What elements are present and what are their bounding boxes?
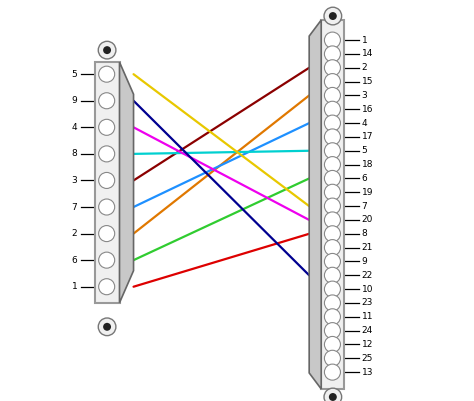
Text: 5: 5 [72,70,77,79]
Circle shape [99,252,115,268]
Text: 8: 8 [362,229,367,238]
Circle shape [324,295,340,311]
Text: 4: 4 [362,119,367,128]
Text: 18: 18 [362,160,373,169]
Circle shape [99,225,115,242]
Text: 22: 22 [362,271,373,280]
Text: 21: 21 [362,243,373,252]
Text: 1: 1 [72,282,77,291]
Text: 10: 10 [362,285,373,294]
Text: 4: 4 [72,123,77,132]
Text: 14: 14 [362,49,373,59]
Text: 16: 16 [362,105,373,114]
Circle shape [324,170,340,186]
Circle shape [329,12,337,20]
Circle shape [99,199,115,215]
Circle shape [324,267,340,283]
Text: 15: 15 [362,77,373,86]
Circle shape [324,32,340,48]
Text: 6: 6 [72,256,77,265]
Text: 11: 11 [362,312,373,321]
Circle shape [324,212,340,228]
Circle shape [99,93,115,109]
Text: 19: 19 [362,188,373,197]
Circle shape [103,46,111,54]
Polygon shape [119,62,134,303]
Polygon shape [309,20,321,389]
Text: 3: 3 [362,91,367,100]
Circle shape [324,101,340,117]
Circle shape [324,364,340,380]
Text: 20: 20 [362,215,373,225]
Text: 2: 2 [72,229,77,238]
Text: 6: 6 [362,174,367,183]
Text: 9: 9 [72,96,77,105]
Circle shape [329,393,337,401]
Circle shape [99,66,115,82]
Circle shape [324,156,340,172]
Circle shape [324,336,340,352]
Circle shape [324,87,340,103]
Text: 17: 17 [362,132,373,142]
Circle shape [324,309,340,325]
Text: 3: 3 [72,176,77,185]
Text: 24: 24 [362,326,373,335]
Circle shape [99,172,115,188]
Circle shape [324,239,340,256]
Circle shape [324,198,340,214]
Text: 2: 2 [362,63,367,72]
Circle shape [324,7,342,25]
Circle shape [99,279,115,295]
Text: 7: 7 [72,203,77,211]
Text: 1: 1 [362,36,367,45]
Circle shape [324,226,340,242]
Text: 13: 13 [362,368,373,377]
FancyBboxPatch shape [95,62,119,303]
Circle shape [99,146,115,162]
Circle shape [98,318,116,336]
Circle shape [324,129,340,145]
Circle shape [103,323,111,331]
Text: 5: 5 [362,146,367,155]
Circle shape [324,253,340,269]
Circle shape [324,60,340,76]
Circle shape [324,350,340,367]
Circle shape [324,115,340,131]
Text: 7: 7 [362,202,367,211]
Circle shape [324,74,340,89]
Circle shape [324,388,342,401]
Circle shape [324,322,340,338]
Text: 23: 23 [362,298,373,308]
Circle shape [324,281,340,297]
Circle shape [324,184,340,200]
Circle shape [324,46,340,62]
Circle shape [98,41,116,59]
Circle shape [99,119,115,136]
Text: 25: 25 [362,354,373,363]
Text: 12: 12 [362,340,373,349]
FancyBboxPatch shape [321,20,345,389]
Text: 8: 8 [72,150,77,158]
Text: 9: 9 [362,257,367,266]
Circle shape [324,143,340,159]
